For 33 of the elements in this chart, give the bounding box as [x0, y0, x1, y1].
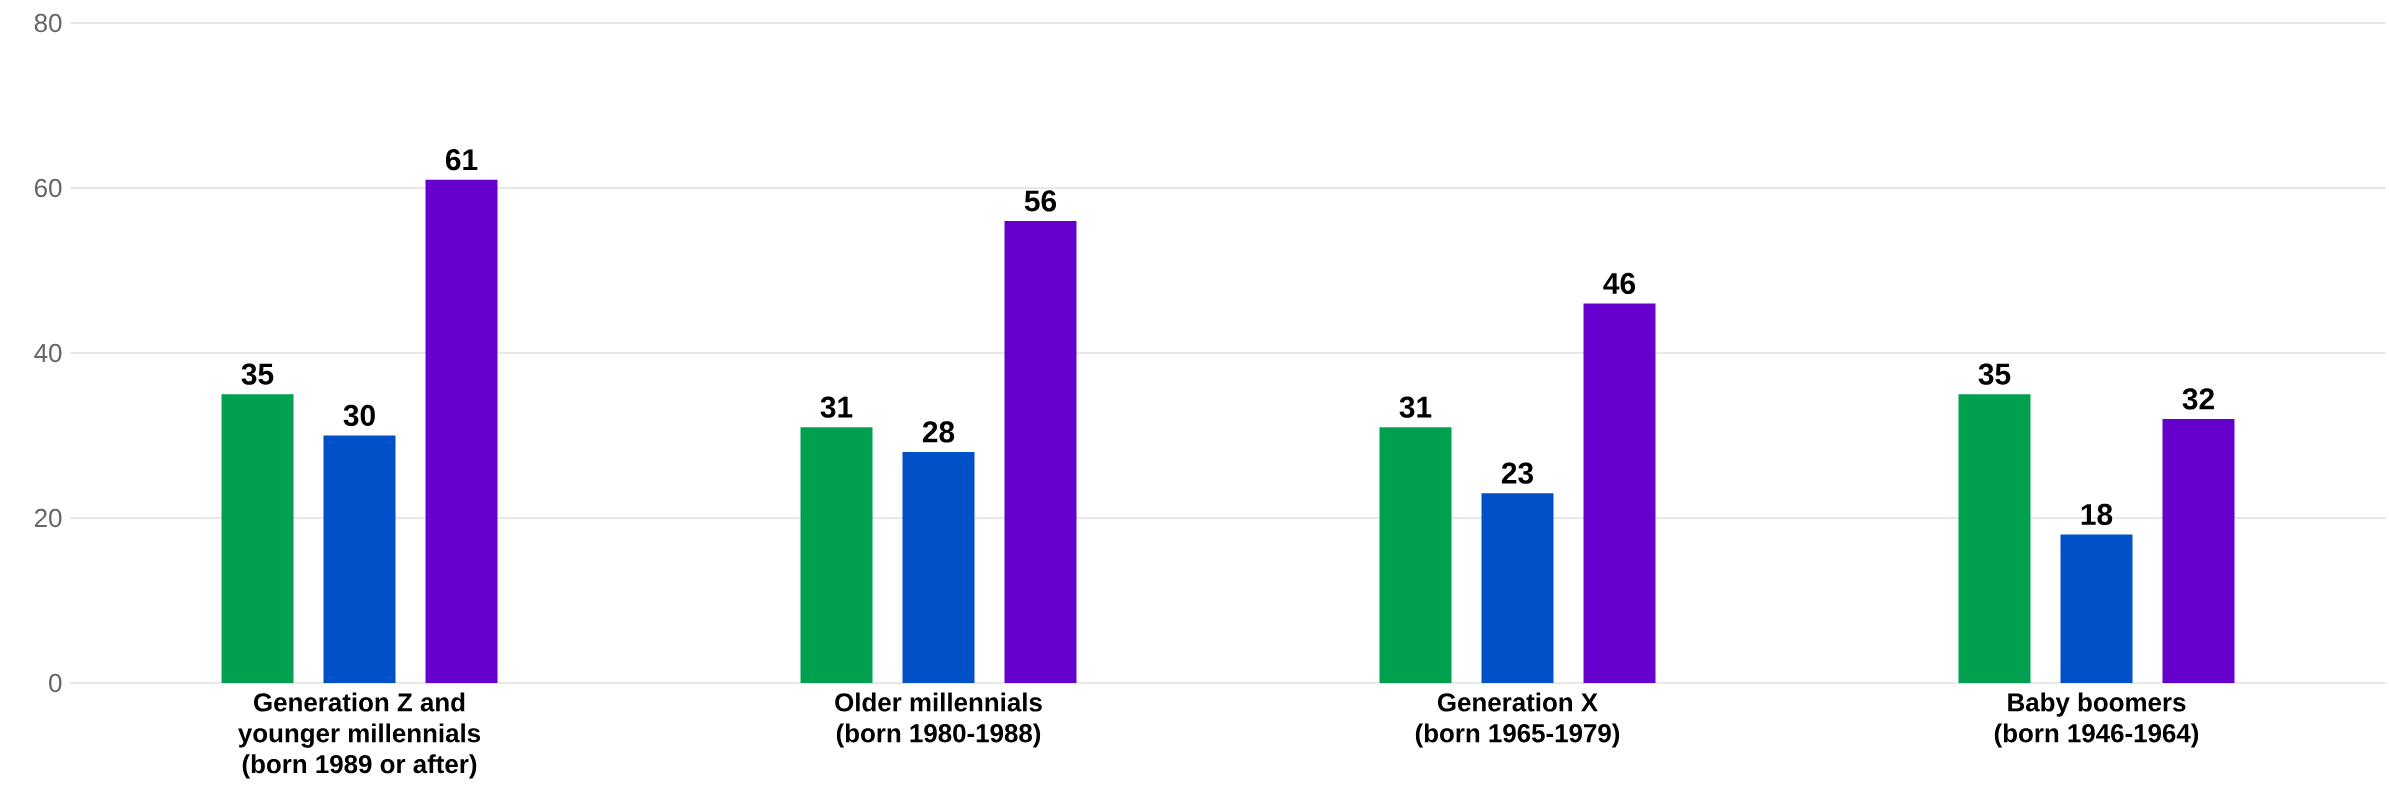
bar — [221, 394, 294, 683]
data-label: 35 — [241, 363, 274, 385]
bar — [1958, 394, 2031, 683]
data-label: 61 — [445, 149, 478, 171]
bar — [323, 435, 396, 683]
x-tick-label: Older millennials (born 1980-1988) — [835, 692, 1042, 748]
bar — [1004, 221, 1077, 683]
y-tick-label: 40 — [34, 343, 62, 363]
bar — [1481, 493, 1554, 683]
x-tick-label: Generation Z and younger millennials (born 1989 or after) — [238, 692, 481, 779]
bar — [425, 179, 498, 683]
y-tick-label: 0 — [49, 673, 62, 693]
bar — [800, 427, 873, 683]
data-label: 56 — [1024, 190, 1057, 212]
x-tick-label: Baby boomers (born 1946-1964) — [1994, 692, 2199, 748]
bar — [2162, 419, 2235, 683]
y-tick-label: 60 — [34, 178, 62, 198]
data-label: 46 — [1603, 272, 1636, 294]
data-label: 32 — [2182, 388, 2214, 410]
data-label: 31 — [1399, 396, 1432, 418]
data-label: 18 — [2081, 503, 2113, 525]
data-label: 31 — [820, 396, 853, 418]
bar — [2060, 534, 2133, 683]
y-tick-label: 80 — [34, 13, 62, 33]
data-label: 35 — [1978, 363, 2011, 385]
bar — [902, 452, 975, 683]
data-label: 23 — [1501, 462, 1534, 484]
data-label: 30 — [343, 404, 375, 426]
bar — [1379, 427, 1452, 683]
x-tick-label: Generation X (born 1965-1979) — [1415, 692, 1620, 748]
data-label: 28 — [922, 421, 955, 443]
y-tick-label: 20 — [34, 508, 62, 528]
bar — [1583, 303, 1656, 683]
